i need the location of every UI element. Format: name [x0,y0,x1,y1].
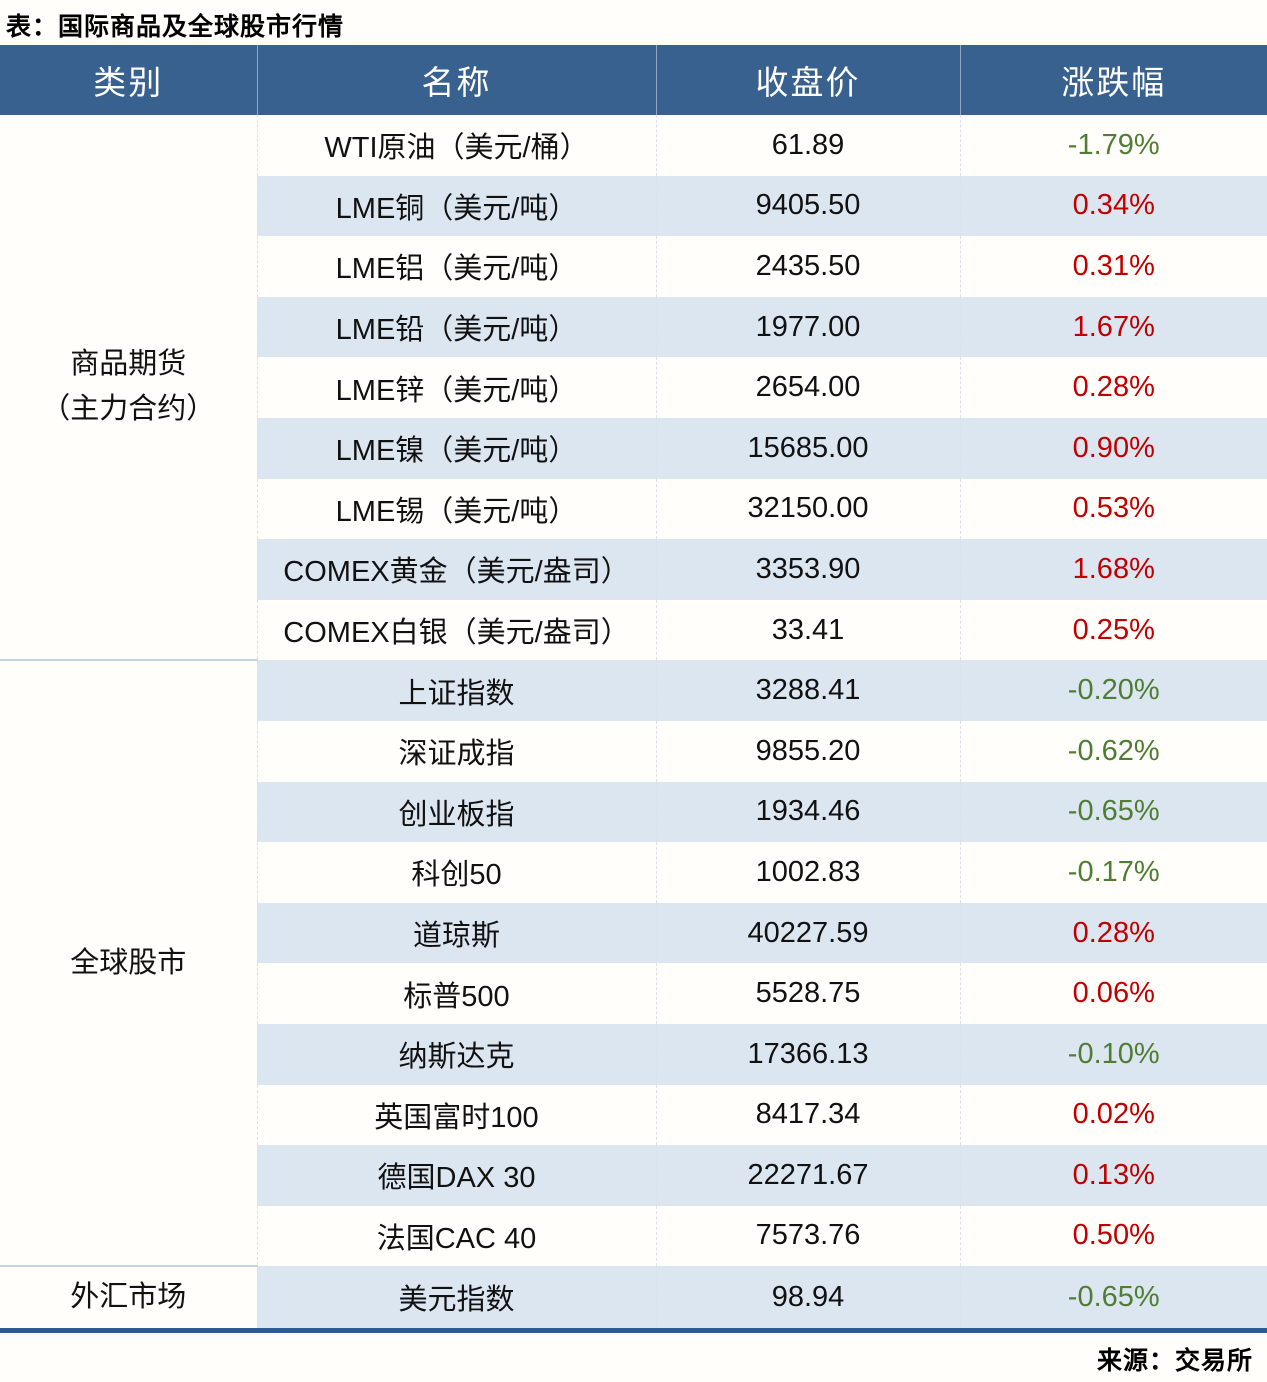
table-row: 创业板指 1934.46 -0.65% [0,781,1267,843]
close-price: 33.41 [655,599,960,661]
table-row: 外汇市场 美元指数 98.94 -0.65% [0,1265,1267,1331]
instrument-name: LME锌（美元/吨） [256,357,656,418]
table-row: COMEX黄金（美元/盎司） 3353.90 1.68% [0,539,1267,600]
instrument-name: 深证成指 [256,720,656,782]
table-row: LME镍（美元/吨） 15685.00 0.90% [0,417,1267,479]
close-price: 40227.59 [655,902,960,964]
change-percent: -1.79% [959,115,1267,176]
close-price: 2654.00 [655,357,960,418]
table-row: 科创50 1002.83 -0.17% [0,842,1267,903]
close-price: 8417.34 [655,1084,960,1146]
table-row: LME铅（美元/吨） 1977.00 1.67% [0,296,1267,358]
close-price: 1977.00 [655,296,960,358]
table-header: 类别 名称 收盘价 涨跌幅 [0,45,1267,115]
instrument-name: 科创50 [256,842,656,903]
instrument-name: COMEX黄金（美元/盎司） [256,539,656,600]
change-percent: -0.62% [959,720,1267,782]
change-percent: 1.67% [959,296,1267,358]
close-price: 61.89 [655,115,960,176]
close-price: 5528.75 [655,963,960,1024]
change-percent: -0.20% [959,660,1267,721]
instrument-name: 创业板指 [256,781,656,843]
table-row: 深证成指 9855.20 -0.62% [0,720,1267,782]
change-percent: 0.13% [959,1145,1267,1206]
table-row: 全球股市 上证指数 3288.41 -0.20% [0,659,1267,1267]
instrument-name: 美元指数 [256,1266,656,1331]
instrument-name: LME铜（美元/吨） [256,175,656,237]
table-body: 商品期货 （主力合约） WTI原油（美元/桶） 61.89 -1.79% LME铜（美元… [0,115,1267,1331]
table-row: LME锌（美元/吨） 2654.00 0.28% [0,357,1267,418]
header-category: 类别 [0,45,257,115]
change-percent: -0.10% [959,1023,1267,1085]
table-row: LME铜（美元/吨） 9405.50 0.34% [0,175,1267,237]
instrument-name: LME锡（美元/吨） [256,478,656,540]
instrument-name: LME铅（美元/吨） [256,296,656,358]
header-change-percent: 涨跌幅 [959,45,1267,115]
source-note: 来源：交易所 [1096,1346,1253,1375]
change-percent: -0.17% [959,842,1267,903]
table-row: COMEX白银（美元/盎司） 33.41 0.25% [0,599,1267,661]
change-percent: -0.65% [959,1266,1267,1331]
table-row: LME铝（美元/吨） 2435.50 0.31% [0,236,1267,297]
instrument-name: LME铝（美元/吨） [256,236,656,297]
change-percent: 0.31% [959,236,1267,297]
close-price: 9405.50 [655,175,960,237]
close-price: 15685.00 [655,417,960,479]
instrument-name: 法国CAC 40 [256,1205,656,1267]
close-price: 98.94 [655,1266,960,1331]
header-name: 名称 [256,45,656,115]
change-percent: 0.28% [959,902,1267,964]
change-percent: -0.65% [959,781,1267,843]
change-percent: 0.50% [959,1205,1267,1267]
instrument-name: 上证指数 [256,660,656,721]
page-title: 表：国际商品及全球股市行情 [6,13,345,41]
close-price: 2435.50 [655,236,960,297]
change-percent: 0.06% [959,963,1267,1024]
close-price: 1934.46 [655,781,960,843]
change-percent: 0.28% [959,357,1267,418]
close-price: 3288.41 [655,660,960,721]
table-row: LME锡（美元/吨） 32150.00 0.53% [0,478,1267,540]
instrument-name: 道琼斯 [256,902,656,964]
change-percent: 0.25% [959,599,1267,661]
change-percent: 0.53% [959,478,1267,540]
change-percent: 0.34% [959,175,1267,237]
instrument-name: 德国DAX 30 [256,1145,656,1206]
header-row: 类别 名称 收盘价 涨跌幅 [0,45,1267,115]
instrument-name: COMEX白银（美元/盎司） [256,599,656,661]
instrument-name: 英国富时100 [256,1084,656,1146]
close-price: 17366.13 [655,1023,960,1085]
close-price: 22271.67 [655,1145,960,1206]
close-price: 7573.76 [655,1205,960,1267]
table-row: 道琼斯 40227.59 0.28% [0,902,1267,964]
table-row: 纳斯达克 17366.13 -0.10% [0,1023,1267,1085]
instrument-name: WTI原油（美元/桶） [256,115,656,176]
instrument-name: 标普500 [256,963,656,1024]
header-close-price: 收盘价 [655,45,960,115]
change-percent: 0.02% [959,1084,1267,1146]
category-cell: 商品期货 （主力合约） [0,115,257,661]
market-table: 类别 名称 收盘价 涨跌幅 商品期货 （主力合约） WTI原油（美元/桶） 61.8… [0,45,1267,1333]
table-row: 标普500 5528.75 0.06% [0,963,1267,1024]
category-cell: 全球股市 [0,659,257,1267]
table-row: 德国DAX 30 22271.67 0.13% [0,1145,1267,1206]
instrument-name: LME镍（美元/吨） [256,417,656,479]
change-percent: 1.68% [959,539,1267,600]
close-price: 9855.20 [655,720,960,782]
table-row: 法国CAC 40 7573.76 0.50% [0,1205,1267,1267]
instrument-name: 纳斯达克 [256,1023,656,1085]
close-price: 1002.83 [655,842,960,903]
close-price: 32150.00 [655,478,960,540]
category-cell: 外汇市场 [0,1265,257,1331]
close-price: 3353.90 [655,539,960,600]
change-percent: 0.90% [959,417,1267,479]
table-row: 商品期货 （主力合约） WTI原油（美元/桶） 61.89 -1.79% [0,115,1267,661]
table-row: 英国富时100 8417.34 0.02% [0,1084,1267,1146]
